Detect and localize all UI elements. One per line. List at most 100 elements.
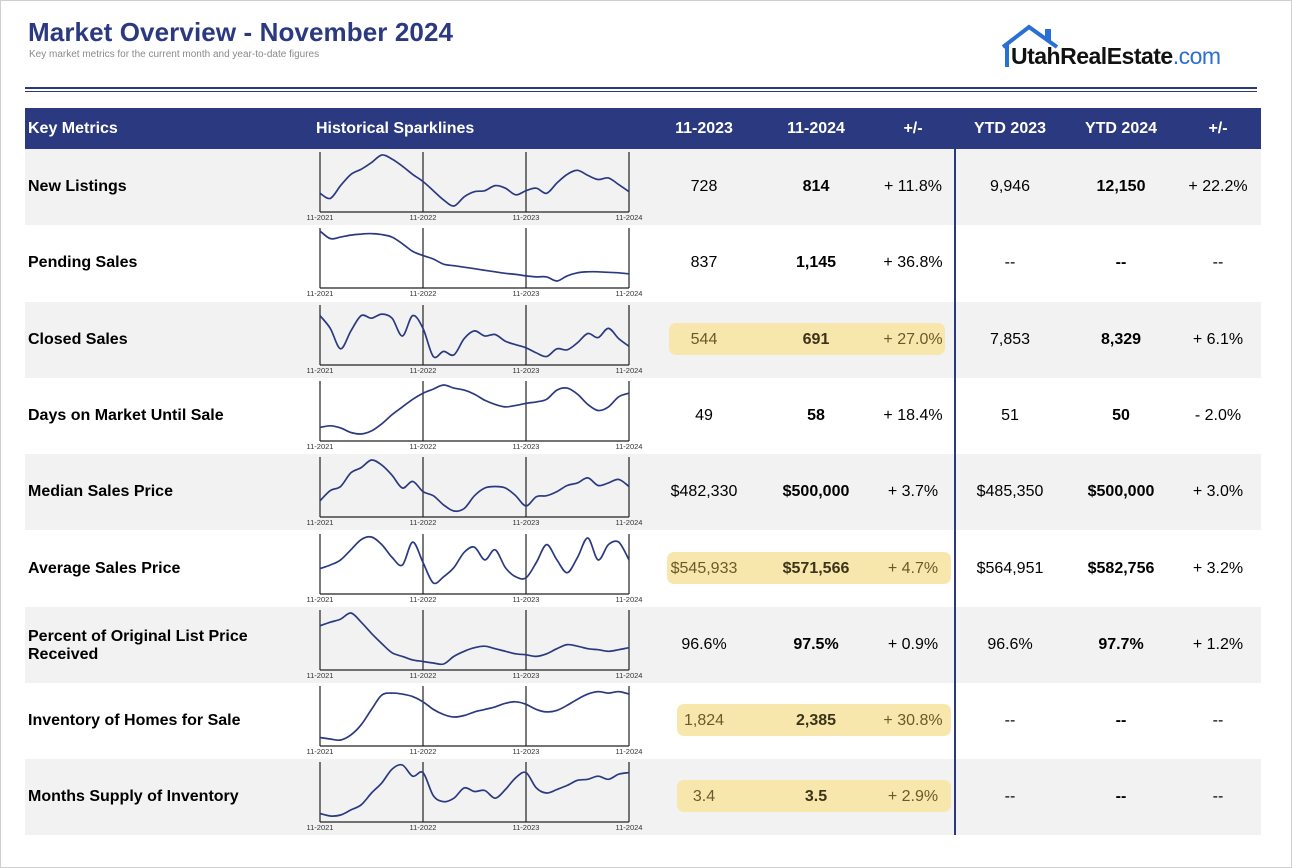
cell-m2023: 96.6% [681, 635, 727, 653]
sparkline-axis-label: 11-2022 [410, 518, 437, 527]
sparkline-axis-label: 11-2021 [307, 442, 334, 451]
metric-name: Inventory of Homes for Sale [28, 712, 241, 730]
sparkline: 11-2021 11-2022 11-2023 11-2024 [307, 533, 643, 604]
col-change-ytd: +/- [1208, 120, 1228, 137]
cell-pm1: + 3.7% [887, 483, 939, 501]
cell-ytd2023: $485,350 [976, 483, 1044, 501]
ytd-column-separator [954, 149, 956, 835]
sparkline-axis-label: 11-2024 [616, 671, 643, 680]
table-row: Median Sales Price 11-2021 11-2022 11-2023 1… [25, 454, 1261, 531]
table-row: Days on Market Until Sale 11-2021 11-2022 1… [25, 378, 1261, 454]
page-subtitle: Key market metrics for the current month… [29, 49, 320, 60]
sparkline-axis-label: 11-2022 [410, 213, 437, 222]
sparkline: 11-2021 11-2022 11-2023 11-2024 [307, 609, 643, 680]
cell-m2023: $482,330 [670, 483, 738, 501]
cell-m2023: 728 [690, 178, 718, 195]
sparkline: 11-2021 11-2022 11-2023 11-2024 [307, 228, 642, 298]
sparkline-axis-label: 11-2022 [410, 289, 437, 298]
sparkline-axis-label: 11-2023 [513, 747, 540, 756]
sparkline-axis-label: 11-2024 [616, 595, 643, 604]
sparkline-axis-label: 11-2023 [513, 366, 540, 375]
cell-ytd2023: -- [1004, 712, 1016, 730]
utah-real-estate-logo[interactable]: UtahRealEstate.com [1001, 23, 1251, 73]
sparkline-axis-label: 11-2021 [307, 366, 334, 375]
highlight-band [677, 704, 951, 737]
cell-pm2: -- [1212, 788, 1224, 806]
cell-pm1: + 27.0% [883, 330, 943, 348]
sparkline-axis-label: 11-2023 [513, 289, 540, 298]
metric-name: Pending Sales [28, 254, 138, 272]
metric-name: Days on Market Until Sale [28, 406, 224, 424]
cell-ytd2024: 50 [1112, 406, 1130, 424]
col-11-2023: 11-2023 [675, 120, 733, 137]
sparkline: 11-2021 11-2022 11-2023 11-2024 [307, 152, 642, 222]
sparkline: 11-2021 11-2022 11-2023 11-2024 [307, 380, 643, 451]
col-ytd-2024: YTD 2024 [1084, 120, 1158, 137]
highlight-band [669, 322, 945, 355]
sparkline: 11-2021 11-2022 11-2023 11-2024 [307, 457, 642, 527]
metric-name: Months Supply of Inventory [28, 788, 239, 806]
house-roof-icon [1001, 24, 1059, 67]
cell-ytd2024: -- [1115, 788, 1127, 806]
sparkline-series [319, 764, 630, 818]
table-row: New Listings 11-2021 11-2022 11-2023 11-2024… [25, 149, 1261, 225]
cell-m2023: 3.4 [692, 788, 716, 806]
sparkline-series [319, 535, 630, 584]
table-row: Months Supply of Inventory 11-2021 11-2022… [25, 759, 1261, 836]
highlight-band [677, 780, 951, 813]
cell-ytd2024: 97.7% [1098, 635, 1144, 653]
sparkline-series [319, 459, 630, 513]
logo-text-main: UtahRealEstate [1011, 43, 1173, 69]
sparkline-axis-label: 11-2022 [410, 366, 437, 375]
cell-pm2: + 6.1% [1192, 330, 1244, 348]
table-header: Key Metrics Historical Sparklines 11-202… [25, 108, 1261, 149]
cell-m2024: 3.5 [804, 788, 828, 806]
table-row: Closed Sales 11-2021 11-2022 11-2023 11-2024… [25, 301, 1261, 378]
cell-ytd2024: -- [1115, 254, 1127, 272]
sparkline-series [319, 154, 630, 207]
cell-m2024: $500,000 [782, 483, 850, 501]
sparkline-axis-label: 11-2023 [513, 442, 540, 451]
logo-text-suffix: .com [1172, 43, 1221, 69]
sparkline-axis-label: 11-2022 [410, 823, 437, 832]
cell-m2024: 691 [802, 330, 830, 348]
sparkline-series [319, 230, 630, 283]
metric-name: Average Sales Price [28, 559, 181, 577]
cell-pm1: + 4.7% [887, 559, 939, 577]
sparkline-axis-label: 11-2023 [513, 595, 540, 604]
col-key-metrics: Key Metrics [28, 120, 118, 137]
header-rule-bottom [25, 91, 1257, 92]
cell-pm1: + 36.8% [883, 254, 943, 272]
sparkline-axis-label: 11-2023 [513, 671, 540, 680]
table-row: Percent of Original List Price Received 1… [25, 606, 1261, 683]
cell-pm2: -- [1212, 254, 1224, 272]
cell-m2024: 1,145 [795, 254, 837, 272]
cell-pm1: + 2.9% [887, 788, 939, 806]
cell-ytd2024: -- [1115, 712, 1127, 730]
sparkline-axis-label: 11-2021 [307, 747, 334, 756]
cell-ytd2023: 7,853 [989, 330, 1031, 348]
cell-ytd2024: $582,756 [1087, 559, 1155, 577]
cell-ytd2024: 8,329 [1100, 330, 1142, 348]
sparkline-series [319, 611, 630, 666]
table-row: Pending Sales 11-2021 11-2022 11-2023 11-202… [25, 225, 1261, 301]
sparkline-axis-label: 11-2021 [307, 595, 334, 604]
cell-ytd2024: $500,000 [1087, 483, 1155, 501]
table-row: Average Sales Price 11-2021 11-2022 11-2023… [25, 531, 1261, 607]
metric-name: Percent of Original List Price Received [28, 627, 248, 663]
sparkline-series [319, 312, 630, 358]
sparkline-axis-label: 11-2021 [307, 823, 334, 832]
cell-ytd2023: $564,951 [976, 559, 1044, 577]
sparkline-axis-label: 11-2022 [410, 595, 437, 604]
sparkline: 11-2021 11-2022 11-2023 11-2024 [307, 686, 642, 756]
sparkline-axis-label: 11-2024 [616, 442, 643, 451]
cell-pm2: + 3.2% [1192, 559, 1244, 577]
metric-name: Closed Sales [28, 330, 128, 348]
cell-m2023: 1,824 [683, 712, 725, 730]
sparkline: 11-2021 11-2022 11-2023 11-2024 [307, 762, 642, 832]
cell-m2023: 49 [695, 406, 713, 424]
cell-pm2: + 3.0% [1192, 483, 1244, 501]
col-sparklines: Historical Sparklines [316, 120, 475, 137]
cell-pm1: + 30.8% [883, 712, 943, 730]
